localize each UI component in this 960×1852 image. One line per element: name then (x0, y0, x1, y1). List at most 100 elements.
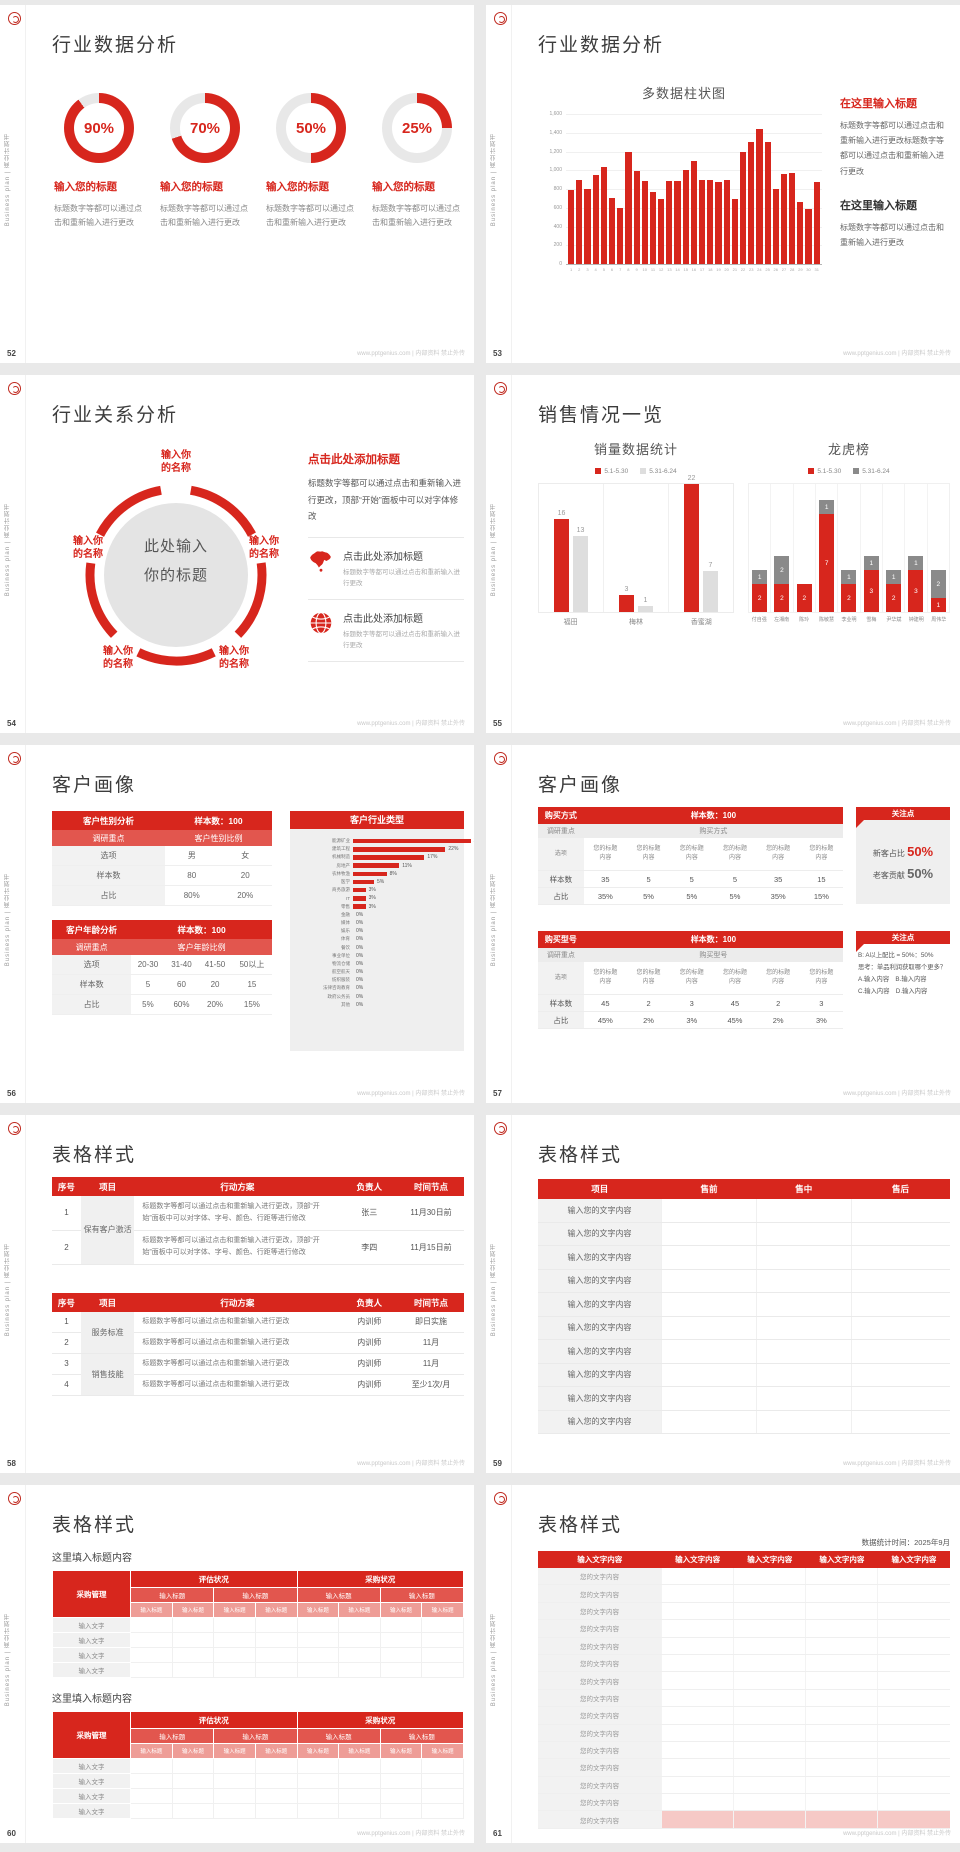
header-cell: 时间节点 (398, 1293, 464, 1312)
x-tick-label: 12 (658, 267, 664, 272)
empty-cell (851, 1269, 950, 1293)
empty-cell (297, 1804, 339, 1819)
bar (674, 181, 680, 264)
x-tick-label: 雪梅 (860, 616, 882, 623)
footer-brand: www.pptgenius.com | 内部资料 禁止外传 (843, 1828, 951, 1837)
x-tick-label: 周伟华 (928, 616, 950, 623)
slide-54[interactable]: Business plan | 商业计划书 行业关系分析 此处输入 你的标题 输… (0, 375, 474, 733)
table-subheader-row: 调研重点客户性别比例 (52, 830, 272, 846)
value-label: 0% (356, 928, 363, 934)
slide-59[interactable]: Business plan | 商业计划书 表格样式 项目售前售中售后输入您的文… (486, 1115, 960, 1473)
empty-cell (662, 1316, 757, 1340)
empty-cell (806, 1759, 878, 1776)
table-row: 输入您的文字内容 (538, 1222, 950, 1246)
row-label: 您的文字内容 (538, 1672, 662, 1689)
x-tick-label: 15 (683, 267, 689, 272)
empty-cell (339, 1618, 381, 1633)
wheel-label: 输入你 的名称 (232, 535, 296, 561)
empty-cell (734, 1707, 806, 1724)
empty-cell (878, 1811, 950, 1828)
empty-cell (878, 1741, 950, 1758)
callout-description: 标题数字等都可以通过点击和重新输入进行更改标题数字等都可以通过点击和重新输入进行… (840, 118, 950, 179)
slide-60[interactable]: Business plan | 商业计划书 表格样式 这里填入标题内容采购管理评… (0, 1485, 474, 1843)
empty-cell (851, 1363, 950, 1387)
panel-title: 关注点 (856, 807, 950, 820)
category-label: 法律咨询教育 (294, 985, 353, 991)
empty-cell (806, 1585, 878, 1602)
cell: 20% (218, 886, 272, 906)
x-tick-label: 尹华斌 (883, 616, 905, 623)
cell: 占比 (52, 886, 165, 906)
option-cell: 您的标题内容 (713, 838, 756, 871)
leaf-header-cell: 输入标题 (422, 1744, 464, 1759)
y-tick-label: 0 (559, 261, 562, 267)
empty-cell (662, 1741, 734, 1758)
bar (699, 180, 705, 264)
empty-cell (339, 1663, 381, 1678)
table-header-row: 序号项目行动方案负责人时间节点 (52, 1293, 464, 1312)
empty-cell (172, 1633, 214, 1648)
cell: 2% (757, 1012, 800, 1029)
mid-header-cell: 输入标题 (380, 1588, 463, 1603)
slide-56[interactable]: Business plan | 商业计划书 客户画像 客户性别分析样本数：100… (0, 745, 474, 1103)
x-tick-label: 香蜜湖 (669, 617, 734, 627)
table-header-row: 采购管理评估状况采购状况 (53, 1712, 464, 1729)
empty-cell (131, 1663, 173, 1678)
header-cell: 样本数：100 (584, 807, 843, 824)
header-cell: 输入文字内容 (538, 1551, 662, 1568)
x-axis-labels: 福田梅林香蜜湖 (538, 617, 734, 627)
donut-description: 标题数字等都可以通过点击和重新输入进行更改 (266, 202, 358, 230)
category-label: 房地产 (294, 863, 353, 869)
bar (715, 182, 721, 265)
segment-red: 1 (931, 598, 946, 612)
brand-logo-icon (494, 12, 507, 25)
divider (25, 375, 26, 733)
bar (353, 839, 471, 844)
donut-item: 25%输入您的标题标题数字等都可以通过点击和重新输入进行更改 (370, 93, 464, 230)
row-label: 您的文字内容 (538, 1585, 662, 1602)
slide-content: 表格样式 数据统计时间：2025年9月 输入文字内容输入文字内容输入文字内容输入… (538, 1485, 950, 1825)
table-row: 输入文字 (53, 1804, 464, 1819)
leaf-header-cell: 输入标题 (422, 1603, 464, 1618)
slide-58[interactable]: Business plan | 商业计划书 表格样式 序号项目行动方案负责人时间… (0, 1115, 474, 1473)
empty-cell (172, 1648, 214, 1663)
x-tick-label: 1 (568, 267, 574, 272)
wheel-center-label: 此处输入 你的标题 (106, 533, 246, 590)
value-label: 0% (356, 945, 363, 951)
item-text: 点击此处添加标题标题数字等都可以通过点击和重新输入进行更改 (343, 548, 464, 589)
panel-title: 关注点 (856, 931, 950, 944)
empty-cell (131, 1774, 173, 1789)
slide-53[interactable]: Business plan | 商业计划书 行业数据分析 多数据柱状图 1,60… (486, 5, 960, 363)
slide-52[interactable]: Business plan | 商业计划书 行业数据分析 90%输入您的标题标题… (0, 5, 474, 363)
bar-with-label: 16 (554, 510, 569, 612)
empty-cell (662, 1410, 757, 1434)
callout-description: 标题数字等都可以通过点击和重新输入进行更改，顶部“开始”面板中可以对字体修改 (308, 475, 464, 525)
index-cell: 4 (52, 1374, 81, 1395)
row-label: 输入文字 (53, 1759, 131, 1774)
owner-cell: 李四 (340, 1230, 398, 1264)
table-row: 您的文字内容 (538, 1776, 950, 1793)
table-row: 您的文字内容 (538, 1585, 950, 1602)
slide-61[interactable]: Business plan | 商业计划书 表格样式 数据统计时间：2025年9… (486, 1485, 960, 1843)
empty-cell (131, 1648, 173, 1663)
cell: 5 (713, 871, 756, 888)
empty-cell (851, 1387, 950, 1411)
bar-with-label: 1 (638, 597, 653, 612)
panel-body: 新客占比 50%老客贡献 50% (856, 820, 950, 904)
leaf-header-cell: 输入标题 (380, 1603, 422, 1618)
cell: 45 (584, 995, 627, 1012)
table-row: 输入您的文字内容 (538, 1410, 950, 1434)
mid-header-cell: 输入标题 (214, 1588, 297, 1603)
bar (625, 152, 631, 265)
x-tick-label: 9 (634, 267, 640, 272)
